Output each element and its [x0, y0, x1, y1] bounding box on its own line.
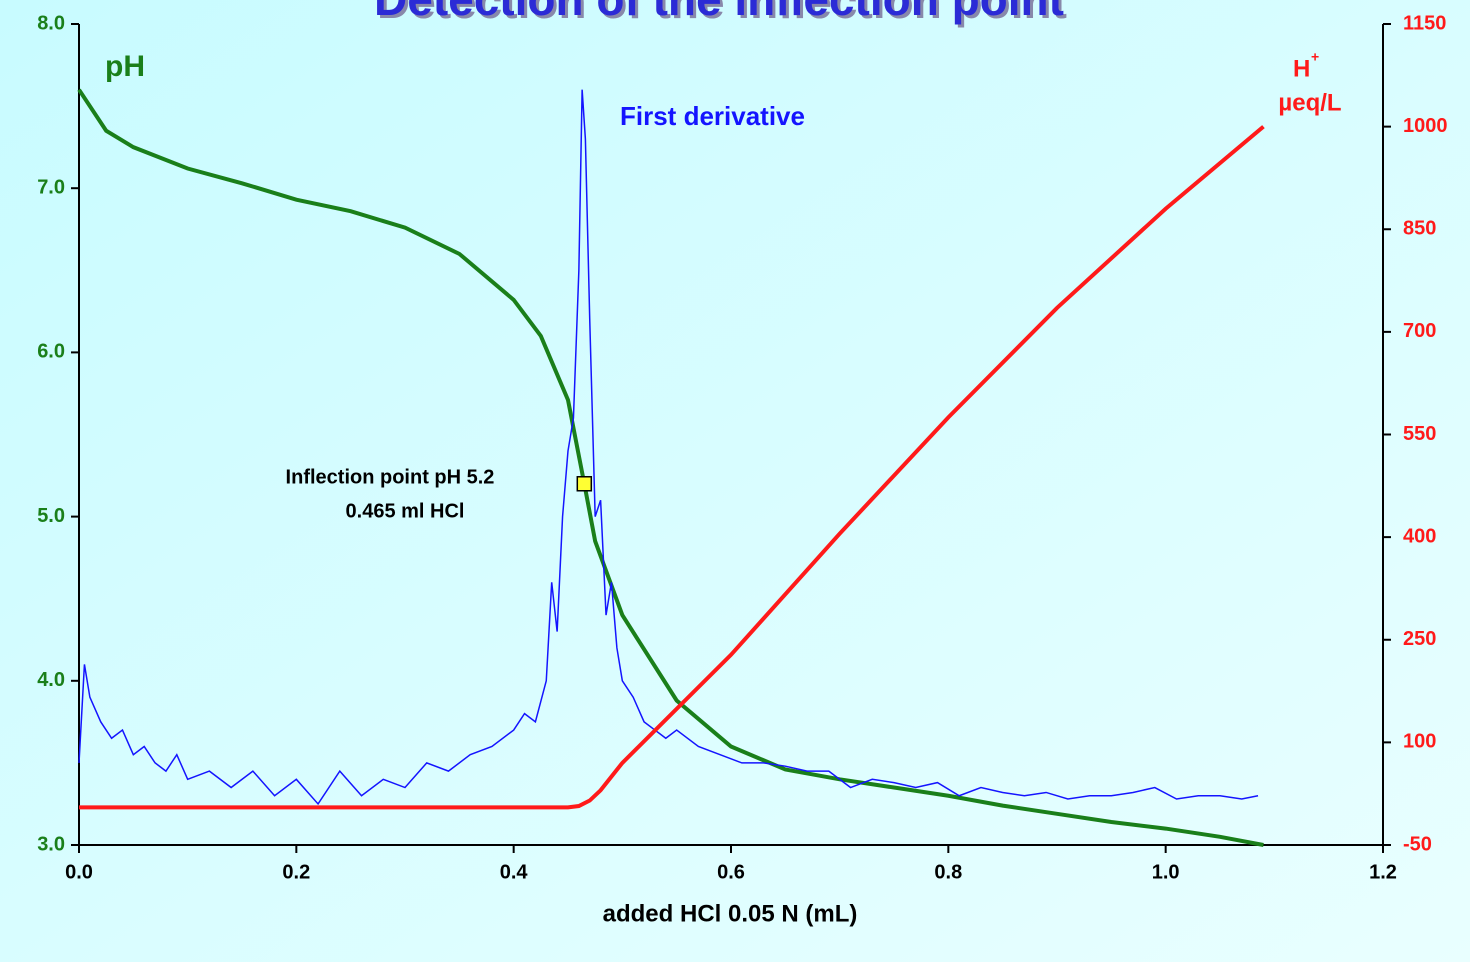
y2-tick-label: 550: [1403, 423, 1436, 445]
y-tick-label: 7.0: [37, 176, 65, 198]
annotation: 0.465 ml HCl: [346, 500, 465, 522]
x-axis-label: added HCl 0.05 N (mL): [603, 900, 858, 927]
x-tick-label: 0.6: [717, 861, 745, 883]
data-line: [79, 125, 1265, 810]
y2-axis-label-charge: +: [1311, 49, 1319, 65]
y-tick-label: 6.0: [37, 341, 65, 363]
y2-tick-label: 700: [1403, 320, 1436, 342]
y2-tick-label: 1000: [1403, 115, 1448, 137]
y2-tick-label: 400: [1403, 525, 1436, 547]
y-tick-label: 5.0: [37, 505, 65, 527]
y2-tick-label: 850: [1403, 218, 1436, 240]
y2-axis-label: µeq/L: [1278, 89, 1341, 116]
x-tick-label: 0.0: [65, 861, 93, 883]
y-axis-label: pH: [105, 50, 145, 83]
x-tick-label: 0.8: [934, 861, 962, 883]
y2-tick-label: 100: [1403, 731, 1436, 753]
data-line: [78, 89, 1259, 806]
y2-tick-label: -50: [1403, 833, 1432, 855]
x-tick-label: 0.2: [282, 861, 310, 883]
x-tick-label: 0.4: [500, 861, 529, 883]
chart-title: Detection of the inflection point: [374, 0, 1064, 25]
inflection-marker: [576, 476, 593, 492]
x-tick-label: 1.0: [1152, 861, 1180, 883]
y-tick-label: 4.0: [37, 669, 65, 691]
chart-title-shadow: Detection of the inflection point: [377, 0, 1067, 28]
y-tick-label: 3.0: [37, 833, 65, 855]
y2-tick-label: 250: [1403, 628, 1436, 650]
y-tick-label: 8.0: [37, 12, 65, 34]
data-line: [77, 88, 1264, 847]
y2-tick-label: 1150: [1403, 12, 1446, 34]
x-tick-label: 1.2: [1369, 861, 1397, 883]
annotation: Inflection point pH 5.2: [286, 466, 495, 488]
series-label: First derivative: [620, 101, 805, 131]
y2-axis-label-ion: H: [1293, 55, 1310, 82]
